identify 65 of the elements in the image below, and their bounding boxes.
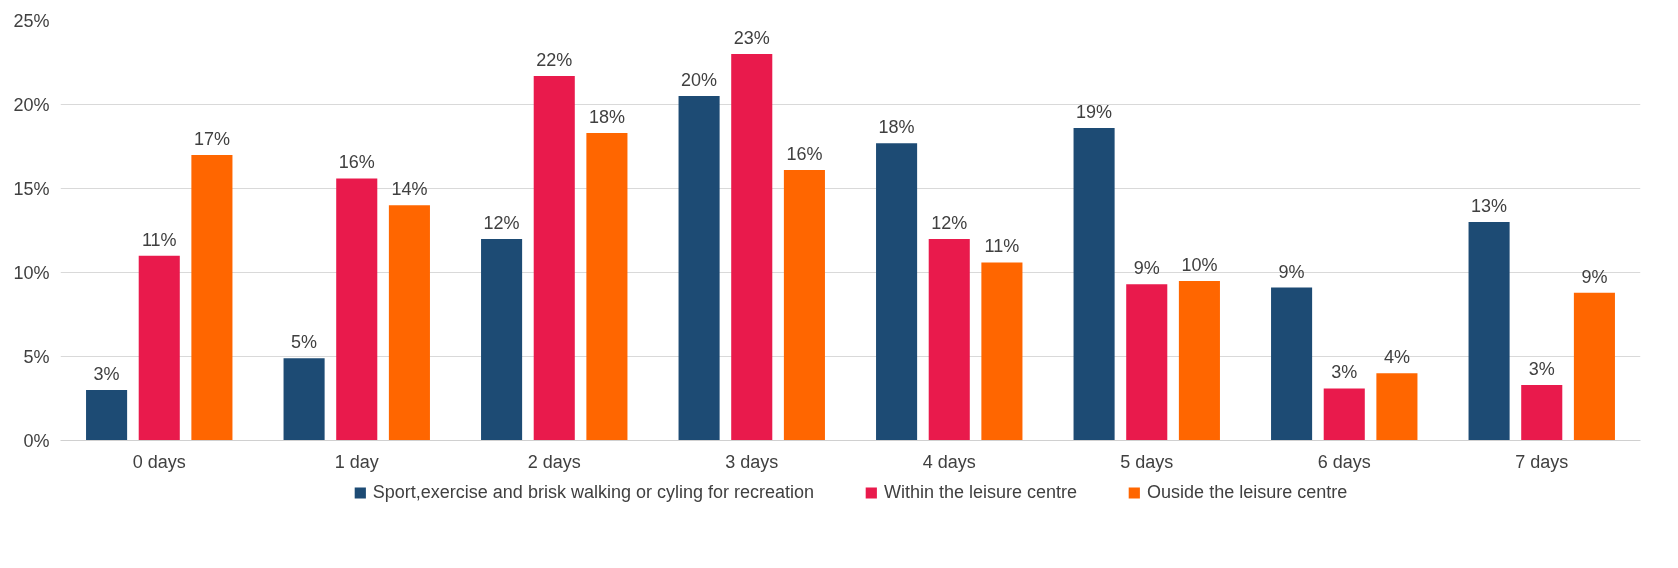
y-tick-label: 0% [23,430,50,451]
data-label: 16% [786,144,823,165]
data-label: 19% [1076,102,1113,123]
data-label: 3% [1331,362,1358,383]
data-label: 12% [931,212,968,233]
data-label: 14% [391,179,428,200]
legend-label: Ouside the leisure centre [1147,481,1348,503]
y-tick-label: 25% [13,10,50,31]
data-label: 22% [536,49,573,70]
bar [928,238,970,441]
bar [731,54,773,441]
data-label: 23% [733,28,770,49]
bar [1178,280,1220,441]
x-tick-label: 5 days [1120,451,1174,472]
bar [1073,128,1115,441]
legend-label: Within the leisure centre [884,481,1078,503]
data-label: 12% [483,212,520,233]
x-tick-label: 7 days [1515,451,1569,472]
bar [1468,222,1510,441]
x-tick-label: 1 day [334,451,379,472]
data-label: 20% [681,70,718,91]
y-tick-label: 5% [23,346,50,367]
x-tick-label: 6 days [1317,451,1371,472]
data-label: 17% [193,128,230,149]
data-label: 18% [588,107,625,128]
data-label: 5% [291,332,318,353]
data-label: 16% [338,152,375,173]
bar [1573,292,1615,441]
bar [481,238,523,441]
bar [388,205,430,441]
x-tick-label: 0 days [132,451,186,472]
data-label: 13% [1471,196,1508,217]
data-label: 18% [878,117,915,138]
bar [86,390,128,441]
bar [138,255,180,441]
bar [533,75,575,441]
bar [981,262,1023,441]
bar [1271,287,1313,441]
data-label: 9% [1581,266,1608,287]
bar [1126,284,1168,441]
bar [191,154,233,441]
data-label: 3% [1528,359,1555,380]
data-label: 4% [1383,347,1410,368]
x-tick-label: 3 days [725,451,779,472]
bar [783,170,825,441]
x-tick-label: 2 days [527,451,581,472]
data-label: 11% [141,229,177,250]
bar [876,143,918,441]
bar [1521,385,1563,441]
data-label: 9% [1278,261,1305,282]
y-tick-label: 10% [13,262,50,283]
data-label: 11% [984,236,1020,257]
data-label: 9% [1133,258,1160,279]
x-tick-label: 4 days [922,451,976,472]
y-tick-label: 15% [13,178,50,199]
bar [1323,388,1365,441]
y-tick-label: 20% [13,94,50,115]
bar [1376,373,1418,441]
data-label: 3% [93,364,120,385]
legend-label: Sport,exercise and brisk walking or cyling for recreation [372,481,814,503]
data-label: 10% [1181,254,1218,275]
bar [678,96,720,441]
bar [283,358,325,441]
bar [586,133,628,441]
bar [336,178,378,441]
